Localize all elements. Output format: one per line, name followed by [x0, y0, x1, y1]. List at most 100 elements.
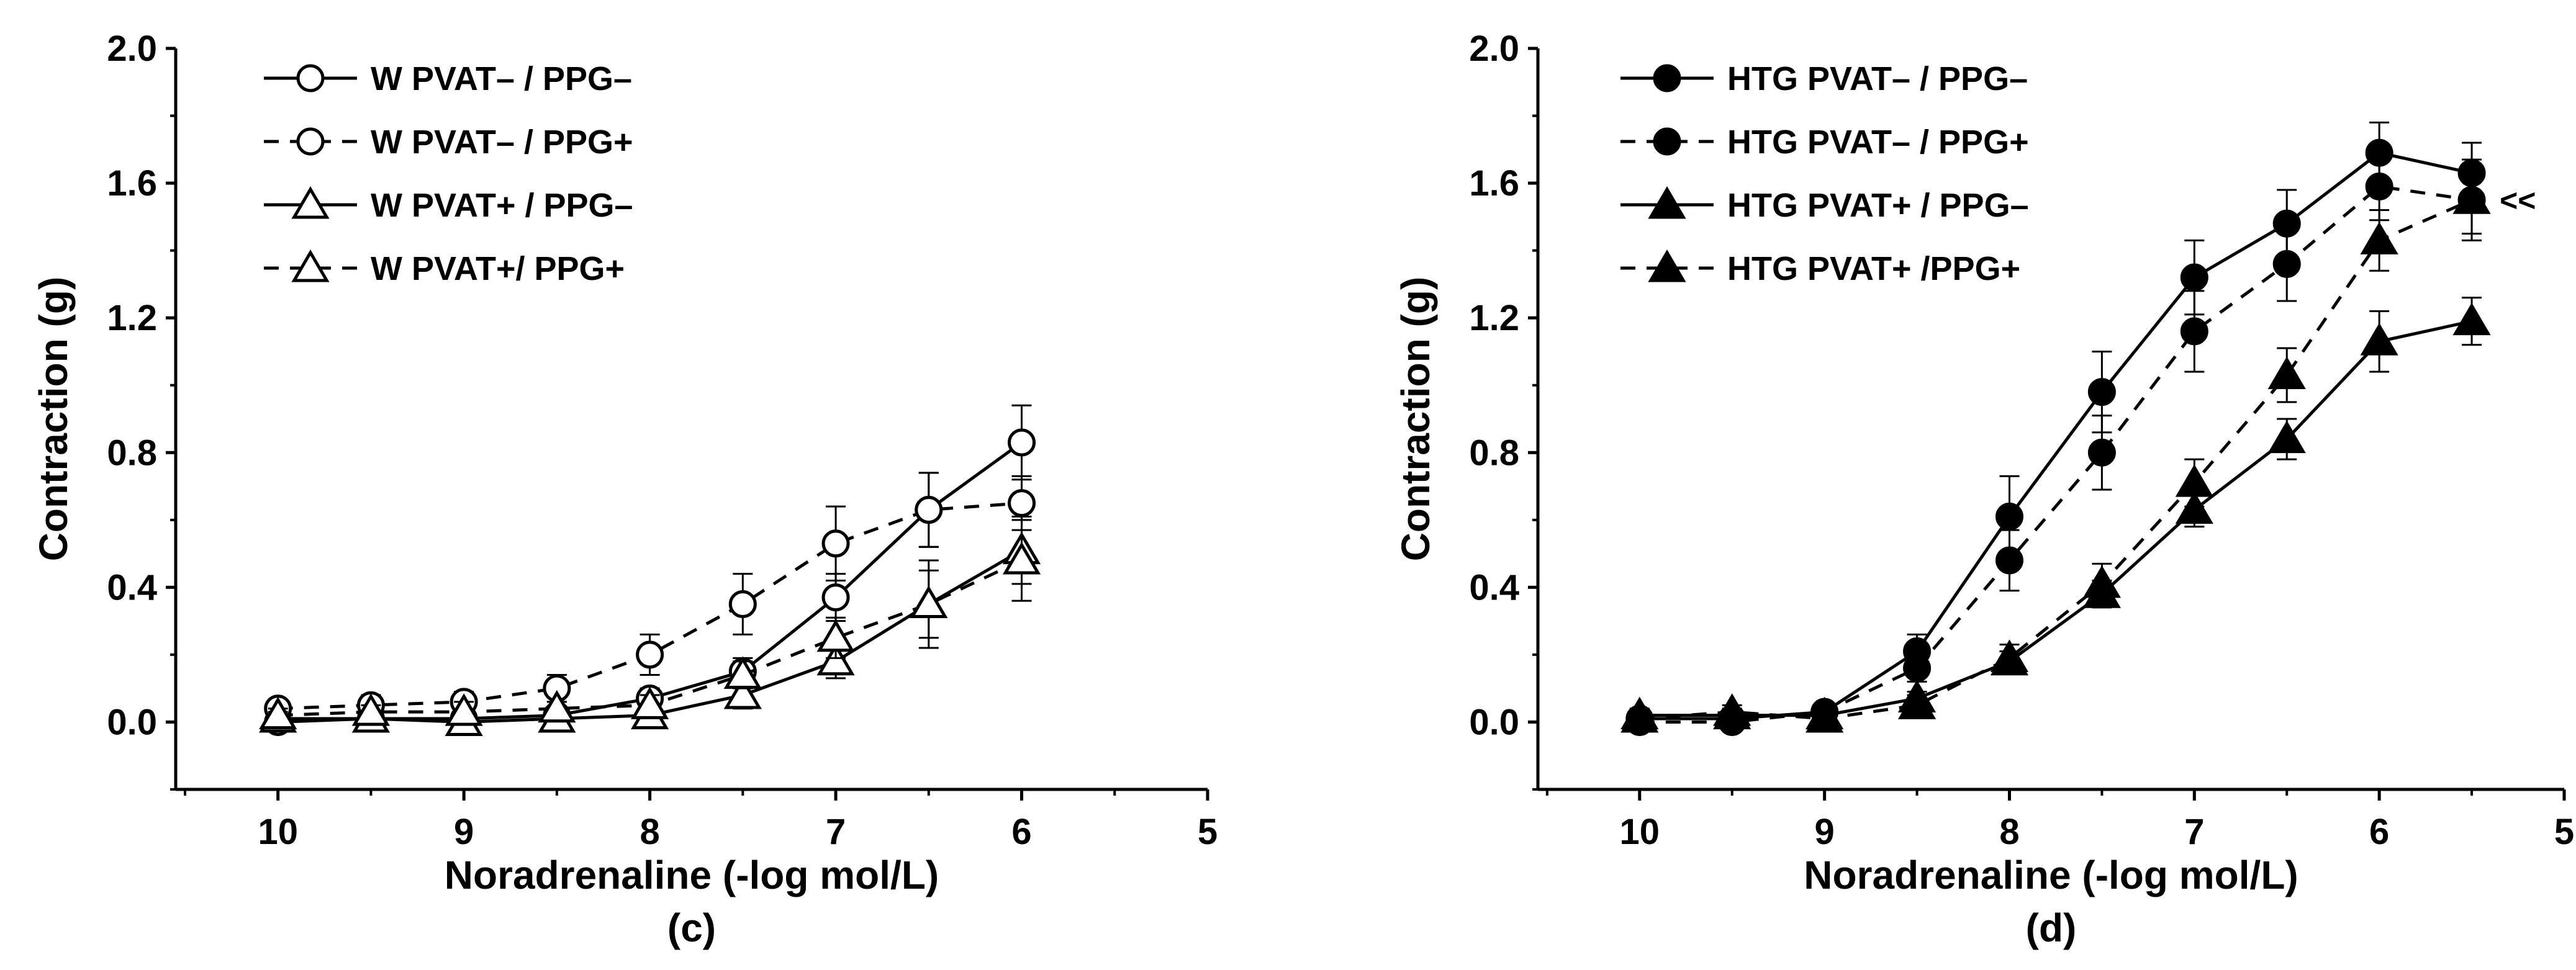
x-axis-title: Noradrenaline (-log mol/L)	[1804, 853, 2298, 897]
series-line	[278, 441, 1023, 724]
y-tick-label: 0.8	[1469, 433, 1519, 473]
data-point	[2360, 222, 2398, 254]
data-point	[821, 529, 850, 558]
y-tick-label: 0.0	[1469, 702, 1519, 742]
data-point	[1995, 546, 2023, 575]
data-point	[2175, 491, 2213, 524]
data-point	[1713, 693, 1751, 726]
data-point	[538, 689, 576, 723]
series-line	[1639, 198, 2473, 721]
data-point	[816, 619, 855, 652]
x-tick-label: 7	[2184, 812, 2204, 852]
panel-label: (c)	[667, 905, 716, 950]
data-point	[2360, 323, 2398, 356]
data-point	[259, 696, 297, 730]
legend-label: W PVAT– / PPG–	[371, 60, 632, 97]
y-tick-label: 2.0	[1469, 29, 1519, 69]
data-point	[2267, 420, 2306, 454]
y-axis-title: Contraction (g)	[31, 277, 76, 562]
panel-d: 0.0 0.4 0.8 1.2 1.6 2.0 10 9 8 7 6 5 Noradrenaline (…	[1393, 29, 2574, 950]
data-point	[2087, 438, 2116, 467]
x-tick-label: 5	[2554, 812, 2574, 852]
data-point	[2180, 263, 2208, 292]
legend-marker	[291, 249, 330, 282]
data-point	[1903, 654, 1932, 683]
series-2	[264, 472, 1036, 723]
data-point	[2452, 302, 2491, 336]
data-point	[631, 686, 669, 719]
legend: W PVAT– / PPG– W PVAT– / PPG+ W PVAT+ / PP…	[264, 60, 633, 287]
data-point	[910, 585, 948, 618]
legend-marker	[1653, 64, 1681, 92]
data-point	[2452, 181, 2491, 214]
data-point	[2087, 378, 2116, 406]
y-tick-label: 2.0	[107, 29, 157, 69]
legend-marker	[291, 186, 330, 219]
x-tick-label: 6	[2369, 812, 2389, 852]
legend-marker	[1648, 249, 1686, 282]
y-tick-label: 1.6	[1469, 163, 1519, 204]
data-point	[1008, 489, 1036, 518]
y-axis-title: Contraction (g)	[1393, 277, 1438, 562]
panel-c: 0.0 0.4 0.8 1.2 1.6 2.0 10 9 8 7 6 5 Noradrenaline (…	[31, 29, 1218, 950]
data-point	[816, 642, 855, 676]
series-line	[1639, 320, 2472, 717]
series-line	[1639, 184, 2472, 724]
x-tick-label: 5	[1198, 812, 1218, 852]
data-point	[2175, 464, 2213, 497]
data-point	[2267, 356, 2306, 389]
annotation: <<	[2500, 183, 2536, 218]
data-point	[1990, 639, 2029, 672]
data-point	[2082, 565, 2122, 598]
legend-label: HTG PVAT– / PPG–	[1727, 60, 2028, 97]
y-tick-label: 1.2	[1469, 298, 1519, 338]
data-point	[2272, 249, 2301, 278]
series-4	[1620, 165, 2491, 733]
legend: HTG PVAT– / PPG– HTG PVAT– / PPG+ HTG PVAT…	[1620, 60, 2029, 287]
data-point	[723, 676, 762, 709]
x-tick-label: 9	[454, 812, 474, 852]
x-tick-label: 8	[639, 812, 659, 852]
legend-label: HTG PVAT+ /PPG+	[1727, 250, 2020, 287]
data-point	[1002, 541, 1041, 575]
series-3	[1620, 297, 2491, 730]
data-point	[1620, 700, 1659, 733]
data-point	[1805, 700, 1844, 733]
y-tick-label: 1.2	[107, 298, 157, 338]
data-point	[1995, 502, 2023, 531]
x-tick-label: 7	[826, 812, 846, 852]
data-point	[723, 656, 762, 689]
legend-marker	[296, 127, 325, 156]
y-tick-label: 0.4	[107, 567, 157, 608]
series-line	[278, 501, 1022, 711]
legend-label: HTG PVAT+ / PPG–	[1727, 187, 2029, 224]
data-point	[445, 693, 483, 726]
y-tick-label: 0.0	[107, 702, 157, 742]
series-4	[259, 519, 1041, 730]
data-point	[351, 693, 391, 726]
legend-label: W PVAT+ / PPG–	[371, 187, 633, 224]
legend-label: W PVAT+/ PPG+	[371, 250, 625, 287]
data-point	[2180, 317, 2208, 346]
x-tick-label: 8	[1999, 812, 2019, 852]
x-tick-label: 9	[1815, 812, 1835, 852]
legend-label: W PVAT– / PPG+	[371, 123, 633, 161]
legend-marker	[1648, 186, 1686, 219]
data-point	[636, 640, 664, 669]
data-point	[1897, 686, 1937, 719]
y-tick-label: 0.8	[107, 433, 157, 473]
series-2	[1625, 151, 2486, 736]
data-point	[2365, 173, 2393, 201]
legend-marker	[1653, 127, 1681, 156]
legend-label: HTG PVAT– / PPG+	[1727, 123, 2029, 161]
legend-marker	[296, 64, 325, 92]
x-tick-label: 10	[1620, 812, 1660, 852]
x-tick-label: 6	[1011, 812, 1031, 852]
y-tick-label: 1.6	[107, 163, 157, 204]
data-point	[821, 583, 850, 612]
data-point	[1008, 428, 1036, 457]
data-point	[728, 590, 757, 618]
y-tick-label: 0.4	[1469, 567, 1519, 608]
data-point	[915, 496, 943, 524]
